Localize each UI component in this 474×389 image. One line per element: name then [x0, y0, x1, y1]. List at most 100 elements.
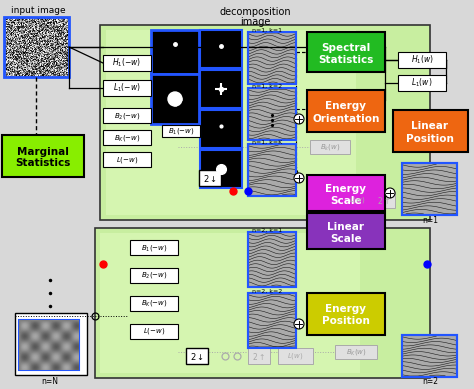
Text: $B_1(-w)$: $B_1(-w)$: [168, 126, 194, 136]
Bar: [248, 88, 296, 140]
Bar: [248, 32, 296, 84]
Bar: [100, 25, 430, 220]
Bar: [402, 163, 457, 215]
Text: $B_K(w)$: $B_K(w)$: [346, 347, 366, 357]
Text: $B_1(-w)$: $B_1(-w)$: [141, 242, 167, 252]
Bar: [307, 90, 385, 132]
Bar: [95, 228, 430, 378]
Bar: [199, 170, 221, 186]
Bar: [2, 135, 84, 177]
Bar: [402, 335, 457, 377]
Text: Energy: Energy: [326, 101, 366, 111]
Text: Scale: Scale: [330, 196, 362, 206]
Bar: [398, 75, 446, 91]
Circle shape: [294, 319, 304, 329]
Text: Position: Position: [406, 134, 454, 144]
Bar: [248, 293, 296, 348]
Text: $L(-w)$: $L(-w)$: [143, 326, 165, 336]
Bar: [106, 30, 356, 215]
Bar: [162, 125, 200, 137]
Text: Statistics: Statistics: [319, 55, 374, 65]
Bar: [393, 110, 468, 152]
Text: n=2, k=1: n=2, k=1: [252, 228, 282, 233]
Text: n=1, k=K: n=1, k=K: [252, 140, 282, 144]
Text: n=1, k=1: n=1, k=1: [252, 28, 282, 33]
Bar: [100, 233, 360, 373]
Text: Spectral: Spectral: [321, 43, 371, 53]
Text: n=N: n=N: [42, 377, 58, 387]
Bar: [310, 140, 350, 154]
Circle shape: [294, 173, 304, 183]
Text: Orientation: Orientation: [312, 114, 380, 124]
Bar: [151, 30, 199, 74]
Bar: [398, 52, 446, 68]
Text: n=2, k=2: n=2, k=2: [252, 289, 282, 293]
Text: $B_2(-w)$: $B_2(-w)$: [141, 270, 167, 280]
Bar: [103, 80, 151, 96]
Bar: [402, 335, 457, 377]
Text: $L(-w)$: $L(-w)$: [116, 154, 138, 165]
Text: $2\uparrow$: $2\uparrow$: [253, 350, 265, 361]
Bar: [343, 192, 371, 208]
Bar: [402, 163, 457, 215]
Text: $B_2(-w)$: $B_2(-w)$: [114, 110, 140, 121]
Bar: [248, 232, 296, 287]
Bar: [248, 348, 270, 364]
Text: decomposition: decomposition: [219, 7, 291, 17]
Bar: [130, 324, 178, 339]
Text: input image: input image: [11, 5, 65, 14]
Bar: [307, 213, 385, 249]
Text: n=1: n=1: [422, 216, 438, 224]
Bar: [200, 150, 242, 188]
Bar: [130, 296, 178, 311]
Bar: [151, 74, 199, 124]
Bar: [248, 144, 296, 196]
Bar: [248, 232, 296, 287]
Bar: [200, 30, 242, 68]
Bar: [130, 268, 178, 283]
Bar: [373, 192, 395, 208]
Text: Position: Position: [322, 316, 370, 326]
Bar: [103, 55, 151, 71]
Text: Scale: Scale: [330, 234, 362, 244]
Circle shape: [294, 114, 304, 124]
Bar: [19, 320, 79, 370]
Bar: [335, 345, 377, 359]
Text: $H_1(-w)$: $H_1(-w)$: [112, 57, 142, 69]
Text: n=2: n=2: [422, 377, 438, 387]
Bar: [130, 240, 178, 255]
Text: Linear: Linear: [411, 121, 448, 131]
Bar: [248, 293, 296, 348]
Bar: [15, 313, 87, 375]
Bar: [248, 32, 296, 84]
Text: $2\downarrow$: $2\downarrow$: [190, 350, 204, 361]
Text: Marginal: Marginal: [17, 147, 69, 157]
Bar: [307, 32, 385, 72]
Bar: [103, 152, 151, 167]
Bar: [186, 348, 208, 364]
Text: $2\uparrow$: $2\uparrow$: [377, 194, 391, 205]
Bar: [248, 88, 296, 140]
Text: Statistics: Statistics: [15, 158, 71, 168]
Text: $L_1(-w)$: $L_1(-w)$: [113, 82, 141, 94]
Text: $2\downarrow$: $2\downarrow$: [203, 172, 217, 184]
Bar: [200, 110, 242, 148]
Bar: [307, 293, 385, 335]
Bar: [278, 348, 313, 364]
Text: $L_1(w)$: $L_1(w)$: [411, 77, 433, 89]
Bar: [248, 144, 296, 196]
Circle shape: [168, 92, 182, 106]
Bar: [4, 17, 69, 77]
Text: $B_k(w)$: $B_k(w)$: [320, 142, 340, 152]
Text: $H_1(w)$: $H_1(w)$: [410, 54, 433, 66]
Text: Energy: Energy: [326, 184, 366, 194]
Bar: [103, 130, 151, 145]
Bar: [103, 108, 151, 123]
Text: $L(w)$: $L(w)$: [287, 351, 303, 361]
Bar: [307, 175, 385, 211]
Circle shape: [385, 188, 395, 198]
Text: $B_K(-w)$: $B_K(-w)$: [114, 133, 140, 142]
Bar: [200, 70, 242, 108]
Text: $B_K(-w)$: $B_K(-w)$: [141, 298, 167, 308]
Text: $L(w)$: $L(w)$: [349, 195, 365, 205]
